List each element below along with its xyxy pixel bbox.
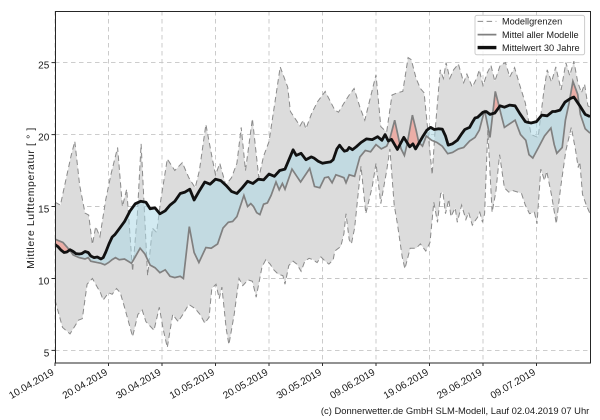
svg-text:15: 15 [38, 205, 50, 216]
svg-text:20: 20 [38, 133, 50, 144]
svg-text:Mittlere Lufttemperatur [ ° ]: Mittlere Lufttemperatur [ ° ] [25, 127, 37, 269]
svg-text:Mittelwert 30 Jahre: Mittelwert 30 Jahre [502, 43, 580, 53]
svg-text:Modellgrenzen: Modellgrenzen [502, 17, 562, 27]
svg-text:(c) Donnerwetter.de GmbH SLM-M: (c) Donnerwetter.de GmbH SLM-Modell, Lau… [321, 405, 589, 416]
svg-text:5: 5 [44, 348, 50, 359]
svg-text:10: 10 [38, 277, 50, 288]
svg-text:Mittel aller Modelle: Mittel aller Modelle [502, 30, 579, 40]
svg-text:25: 25 [38, 61, 50, 72]
